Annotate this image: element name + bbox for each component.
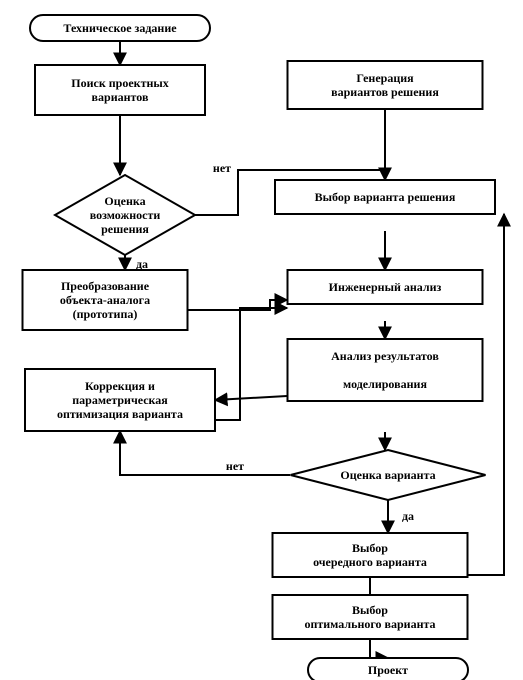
edge-e9 bbox=[215, 396, 287, 400]
node-text-n_eval2-0: Оценка варианта bbox=[340, 468, 435, 482]
node-n_start: Техническое задание bbox=[30, 15, 210, 41]
node-text-n_trans-1: объекта-аналога bbox=[60, 293, 150, 307]
node-n_sel1: Выбор варианта решения bbox=[275, 180, 495, 214]
edge-label-e4: да bbox=[136, 257, 148, 271]
node-n_search: Поиск проектныхвариантов bbox=[35, 65, 205, 115]
edge-e18 bbox=[370, 640, 388, 658]
node-text-n_opt-0: Выбор bbox=[352, 603, 388, 617]
node-text-n_start-0: Техническое задание bbox=[63, 21, 177, 35]
node-text-n_next-1: очередного варианта bbox=[313, 555, 427, 569]
node-text-n_end-0: Проект bbox=[368, 663, 408, 677]
node-text-n_eng-0: Инженерный анализ bbox=[329, 280, 442, 294]
edge-e10 bbox=[215, 308, 287, 420]
node-n_anres: Анализ результатов моделирования bbox=[288, 339, 483, 401]
node-text-n_corr-2: оптимизация варианта bbox=[57, 407, 183, 421]
edge-label-e13: да bbox=[402, 509, 414, 523]
node-text-n_eval1-2: решения bbox=[101, 222, 149, 236]
node-text-n_corr-1: параметрическая bbox=[72, 393, 168, 407]
node-text-n_sel1-0: Выбор варианта решения bbox=[315, 190, 456, 204]
node-text-n_corr-0: Коррекция и bbox=[85, 379, 155, 393]
node-text-n_anres-0: Анализ результатов bbox=[331, 349, 439, 363]
node-text-n_next-0: Выбор bbox=[352, 541, 388, 555]
node-n_gen: Генерациявариантов решения bbox=[288, 61, 483, 109]
edge-e12 bbox=[120, 431, 290, 475]
node-n_eval2: Оценка варианта bbox=[291, 450, 486, 500]
node-text-n_search-1: вариантов bbox=[92, 90, 149, 104]
node-text-n_opt-1: оптимального варианта bbox=[304, 617, 435, 631]
edge-label-e3: нет bbox=[213, 161, 231, 175]
node-text-n_eval1-0: Оценка bbox=[104, 194, 145, 208]
node-n_end: Проект bbox=[308, 658, 468, 680]
node-text-n_gen-0: Генерация bbox=[356, 71, 414, 85]
node-text-n_eval1-1: возможности bbox=[90, 208, 161, 222]
node-n_eng: Инженерный анализ bbox=[288, 270, 483, 304]
node-n_eval1: Оценкавозможностирешения bbox=[55, 175, 195, 255]
node-text-n_anres-2: моделирования bbox=[343, 377, 427, 391]
node-text-n_trans-2: (прототипа) bbox=[73, 307, 138, 321]
node-text-n_gen-1: вариантов решения bbox=[331, 85, 439, 99]
node-n_next: Выборочередного варианта bbox=[273, 533, 468, 577]
node-text-n_search-0: Поиск проектных bbox=[71, 76, 169, 90]
flowchart-canvas: нет да нет да Техническое задание Поиск проек… bbox=[0, 0, 523, 680]
node-n_trans: Преобразованиеобъекта-аналога(прототипа) bbox=[23, 270, 188, 330]
node-text-n_trans-0: Преобразование bbox=[61, 279, 150, 293]
edge-label-e12: нет bbox=[226, 459, 244, 473]
node-n_corr: Коррекция ипараметрическаяоптимизация ва… bbox=[25, 369, 215, 431]
node-n_opt: Выбороптимального варианта bbox=[273, 595, 468, 639]
